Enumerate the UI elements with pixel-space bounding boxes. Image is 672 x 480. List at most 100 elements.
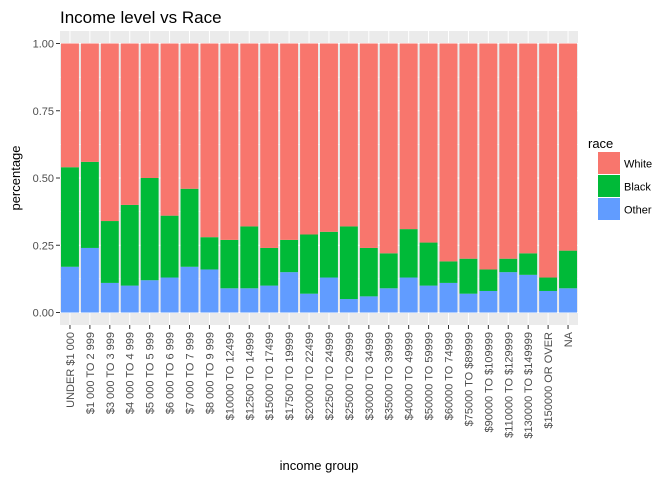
- y-tick-label: 0.00: [33, 308, 54, 320]
- bar-black-11: [280, 239, 299, 273]
- bar-other-24: [539, 290, 558, 313]
- bar-white-22: [499, 43, 518, 259]
- legend-label-white: White: [624, 159, 652, 171]
- chart-title: Income level vs Race: [60, 8, 222, 27]
- bar-white-14: [339, 43, 358, 227]
- bar-white-5: [160, 43, 179, 216]
- x-tick-label: $12500 TO 14999: [244, 332, 256, 420]
- x-tick-label: NA: [563, 331, 575, 347]
- x-tick-label: $150000 OR OVER: [543, 332, 555, 429]
- bar-white-6: [180, 43, 199, 189]
- x-tick-label: $6 000 TO 6 999: [165, 332, 177, 414]
- bar-white-1: [80, 43, 99, 162]
- bar-white-17: [399, 43, 418, 230]
- bar-other-17: [399, 277, 418, 313]
- y-tick-label: 0.75: [33, 106, 54, 118]
- x-tick-label: $1 000 TO 2 999: [85, 332, 97, 414]
- legend-label-other: Other: [624, 205, 652, 217]
- bar-other-21: [479, 290, 498, 313]
- bar-white-24: [539, 43, 558, 278]
- bar-black-23: [519, 253, 538, 275]
- bar-black-0: [60, 167, 79, 267]
- x-tick-label: $25000 TO 29999: [344, 332, 356, 420]
- bar-other-7: [200, 269, 219, 313]
- legend: race White Black Other: [588, 136, 652, 220]
- bar-other-15: [359, 296, 378, 313]
- bar-black-4: [140, 178, 159, 281]
- legend-title: race: [588, 136, 613, 151]
- bar-black-9: [240, 226, 259, 289]
- legend-key-other: [598, 198, 620, 220]
- bar-black-17: [399, 229, 418, 278]
- legend-key-black: [598, 175, 620, 197]
- bar-white-3: [120, 43, 139, 205]
- bar-white-15: [359, 43, 378, 248]
- bar-black-3: [120, 204, 139, 286]
- x-tick-label: $5 000 TO 5 999: [145, 332, 157, 414]
- bar-other-2: [100, 282, 119, 313]
- bar-black-14: [339, 226, 358, 300]
- bar-black-18: [419, 242, 438, 286]
- bar-other-11: [280, 272, 299, 313]
- bar-other-23: [519, 274, 538, 313]
- x-tick-label: $90000 TO $109999: [483, 332, 495, 433]
- x-tick-label: $40000 TO 49999: [404, 332, 416, 420]
- bar-black-13: [319, 231, 338, 278]
- bar-other-3: [120, 285, 139, 313]
- bar-black-5: [160, 215, 179, 278]
- bar-black-1: [80, 161, 99, 248]
- y-tick-label: 0.25: [33, 240, 54, 252]
- bar-other-19: [439, 282, 458, 313]
- x-tick-label: $75000 TO $89999: [463, 332, 475, 426]
- legend-key-white: [598, 152, 620, 174]
- bar-other-6: [180, 266, 199, 313]
- bar-other-12: [300, 293, 319, 313]
- bar-other-1: [80, 247, 99, 313]
- bar-white-23: [519, 43, 538, 254]
- x-tick-label: $7 000 TO 7 999: [185, 332, 197, 414]
- bar-black-15: [359, 247, 378, 297]
- bar-black-8: [220, 239, 239, 289]
- x-tick-label: $35000 TO 39999: [384, 332, 396, 420]
- x-tick-label: $15000 TO 17499: [264, 332, 276, 420]
- x-tick-label: $4 000 TO 4 999: [125, 332, 137, 414]
- bar-other-14: [339, 299, 358, 313]
- bar-other-20: [459, 293, 478, 313]
- bar-other-10: [260, 285, 279, 313]
- bar-white-20: [459, 43, 478, 259]
- y-axis-title: percentage: [8, 145, 23, 210]
- bar-white-7: [200, 43, 219, 238]
- bars: [60, 43, 578, 313]
- x-tick-label: UNDER $1 000: [65, 332, 77, 408]
- bar-white-18: [419, 43, 438, 243]
- bar-white-19: [439, 43, 458, 262]
- bar-white-25: [559, 43, 578, 251]
- x-axis: UNDER $1 000 $1 000 TO 2 999 $3 000 TO 3 9…: [65, 325, 575, 439]
- bar-white-13: [319, 43, 338, 232]
- bar-black-10: [260, 247, 279, 286]
- bar-other-9: [240, 288, 259, 313]
- x-tick-label: $20000 TO 22499: [304, 332, 316, 420]
- bar-white-2: [100, 43, 119, 222]
- bar-white-16: [379, 43, 398, 254]
- bar-black-7: [200, 237, 219, 270]
- x-tick-label: $10000 TO 12499: [224, 332, 236, 420]
- bar-black-6: [180, 188, 199, 267]
- bar-white-9: [240, 43, 259, 227]
- bar-other-16: [379, 288, 398, 313]
- bar-white-12: [300, 43, 319, 235]
- bar-other-25: [559, 288, 578, 313]
- x-tick-label: $22500 TO 24999: [324, 332, 336, 420]
- bar-other-4: [140, 280, 159, 313]
- bar-white-11: [280, 43, 299, 240]
- x-tick-label: $130000 TO $149999: [523, 332, 535, 439]
- x-tick-label: $110000 TO $129999: [503, 332, 515, 438]
- bar-other-13: [319, 277, 338, 313]
- bar-other-18: [419, 285, 438, 313]
- bar-other-22: [499, 272, 518, 313]
- bar-black-25: [559, 250, 578, 289]
- bar-black-22: [499, 258, 518, 273]
- bar-other-8: [220, 288, 239, 313]
- bar-black-2: [100, 221, 119, 283]
